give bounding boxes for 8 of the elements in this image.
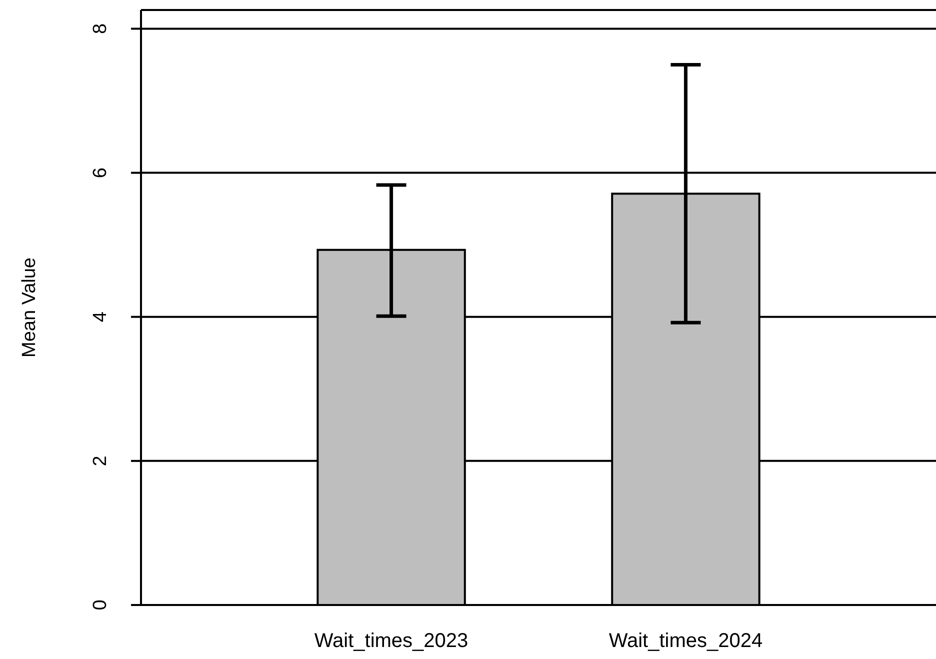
y-tick-label: 0 xyxy=(90,600,112,610)
y-tick-label: 2 xyxy=(90,456,112,466)
x-tick-label: Wait_times_2023 xyxy=(314,630,468,652)
y-tick-label: 8 xyxy=(90,23,112,34)
y-tick-label: 4 xyxy=(90,311,112,322)
y-axis-title: Mean Value xyxy=(19,258,40,358)
y-tick-label: 6 xyxy=(90,168,112,178)
x-tick-label: Wait_times_2024 xyxy=(608,630,763,652)
